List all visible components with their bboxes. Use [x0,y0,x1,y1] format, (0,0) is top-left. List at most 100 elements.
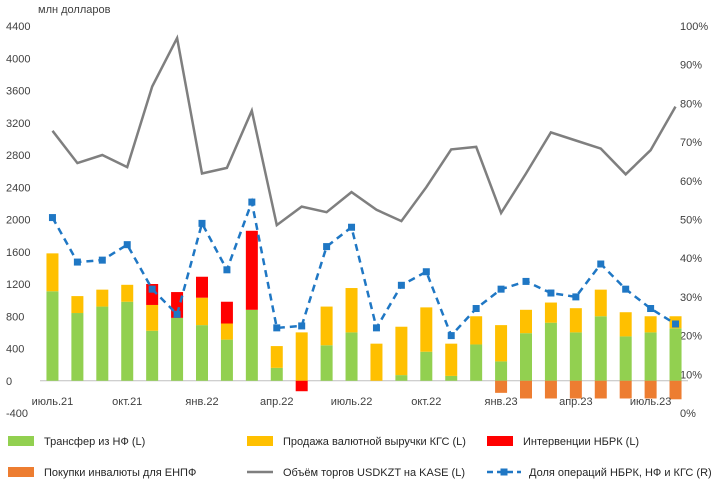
bar-interventions [220,301,233,324]
marker-share [273,324,281,332]
marker-share [672,320,680,328]
bar-transfer [220,339,233,381]
x-tick-label: окт.22 [411,396,441,408]
x-axis-ticks: июль.21 окт.21 янв.22 апр.22 июль.22 окт.22 ян… [32,396,672,408]
marker-share [48,214,56,222]
bar-transfer [146,330,159,381]
right-tick-label: 60% [680,176,702,188]
legend-swatch-transfer [8,436,34,446]
left-tick-label: 400 [6,344,24,356]
x-tick-label: июль.21 [32,396,74,408]
bar-sales [644,316,657,333]
bar-transfer [395,375,408,381]
marker-share [647,305,655,313]
left-tick-label: 2400 [6,182,30,194]
bar-transfer [245,309,258,381]
legend-label: Интервенции НБРК (L) [523,436,639,448]
bar-transfer [71,313,84,381]
bar-series [46,230,682,400]
right-tick-label: 90% [680,60,702,72]
left-tick-label: 2000 [6,215,30,227]
bar-enpf [594,380,607,399]
marker-share [497,285,505,293]
bar-transfer [569,332,582,381]
bar-enpf [619,380,632,399]
bar-enpf [569,380,582,399]
marker-share [323,243,331,251]
marker-share [422,268,430,276]
bar-sales [619,312,632,337]
legend-swatch-interventions [487,436,513,446]
bar-sales [96,289,109,307]
marker-share [348,223,356,231]
left-tick-label: 3200 [6,118,30,130]
bar-interventions [196,276,208,298]
bar-transfer [544,322,557,381]
bar-transfer [345,332,358,381]
legend-label: Трансфер из НФ (L) [44,436,145,448]
right-tick-label: 30% [680,292,702,304]
bar-sales [320,306,333,346]
unit-label: млн долларов [38,4,111,16]
left-tick-label: -400 [6,408,28,420]
bar-sales [345,288,358,333]
bar-sales [445,343,458,376]
legend-swatch-enpf [8,467,34,477]
marker-share [547,289,555,297]
left-tick-label: 1600 [6,247,30,259]
right-tick-label: 70% [680,137,702,149]
legend: Трансфер из НФ (L) Продажа валютной выруч… [8,436,712,479]
marker-share [73,258,81,266]
bar-transfer [420,351,433,381]
marker-share [447,332,455,340]
left-tick-label: 3600 [6,86,30,98]
bar-transfer [46,291,59,381]
bar-enpf [495,380,508,393]
marker-share [198,219,206,227]
bar-enpf [644,380,657,399]
bar-enpf [520,380,532,399]
bar-sales [594,289,607,317]
x-tick-label: апр.22 [260,396,293,408]
bar-transfer [470,344,483,381]
right-tick-label: 100% [680,21,708,33]
right-tick-label: 50% [680,215,702,227]
marker-share [248,198,256,206]
x-tick-label: июль.22 [331,396,373,408]
bar-sales [470,316,483,345]
x-tick-label: окт.21 [112,396,142,408]
left-tick-label: 1200 [6,279,30,291]
bar-sales [395,326,408,376]
left-tick-label: 0 [6,376,12,388]
marker-share [472,305,480,313]
legend-swatch-sales [247,436,273,446]
bar-sales [370,343,383,381]
bar-enpf [669,380,682,400]
x-tick-label: янв.22 [185,396,218,408]
legend-label: Покупки инвалюты для ЕНПФ [44,467,196,479]
bar-transfer [495,361,508,381]
marker-share [173,310,181,318]
marker-share [372,324,380,332]
bar-sales [520,309,532,334]
line-volume [51,34,677,228]
bar-sales [220,323,233,340]
legend-marker-share [500,468,508,476]
x-tick-label: июль.23 [630,396,672,408]
bar-transfer [196,325,208,381]
marker-share [298,322,306,330]
left-tick-label: 2800 [6,150,30,162]
right-tick-label: 40% [680,253,702,265]
left-axis-ticks: 4400400036003200280024002000160012008004… [6,21,30,420]
bar-sales [121,284,134,302]
bar-transfer [644,332,657,381]
bar-transfer [121,301,134,381]
marker-share [622,285,630,293]
bar-enpf [544,380,557,399]
right-tick-label: 20% [680,331,702,343]
marker-share [148,285,156,293]
bar-sales [569,308,582,333]
bar-transfer [669,328,682,381]
bar-sales [196,297,208,326]
